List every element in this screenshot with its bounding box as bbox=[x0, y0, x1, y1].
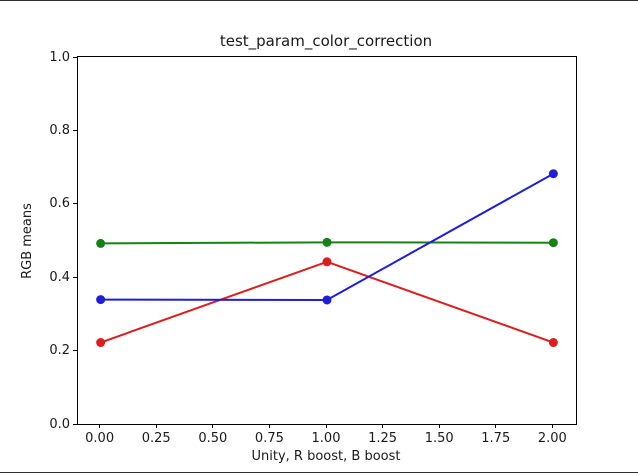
x-tick-label: 1.50 bbox=[424, 431, 454, 446]
x-tick-mark bbox=[382, 424, 384, 428]
x-tick-label: 0.75 bbox=[254, 431, 284, 446]
red-channel-mean-marker bbox=[548, 338, 558, 348]
y-tick-mark bbox=[73, 56, 77, 58]
red-channel-mean-marker bbox=[96, 338, 106, 348]
x-tick-mark bbox=[325, 424, 327, 428]
x-tick-label: 1.00 bbox=[311, 431, 341, 446]
x-tick-label: 0.25 bbox=[141, 431, 171, 446]
x-tick-label: 1.75 bbox=[481, 431, 511, 446]
y-tick-label: 0.6 bbox=[49, 196, 70, 212]
y-tick-mark bbox=[73, 203, 77, 205]
window-top-edge-line bbox=[0, 0, 638, 1]
blue-channel-mean-marker bbox=[96, 295, 106, 305]
green-channel-mean-marker bbox=[322, 237, 332, 247]
blue-channel-mean-line bbox=[100, 172, 554, 301]
y-tick-mark bbox=[73, 276, 77, 278]
x-tick-label: 0.00 bbox=[85, 431, 115, 446]
x-tick-mark bbox=[99, 424, 101, 428]
x-tick-label: 0.50 bbox=[198, 431, 228, 446]
y-tick-label: 0.0 bbox=[49, 416, 70, 432]
y-tick-mark bbox=[73, 423, 77, 425]
x-tick-mark bbox=[551, 424, 553, 428]
y-tick-mark bbox=[73, 129, 77, 131]
x-axis-label: Unity, R boost, B boost bbox=[251, 449, 401, 464]
red-channel-mean-marker bbox=[322, 257, 332, 267]
blue-channel-mean-marker bbox=[548, 169, 558, 179]
chart-title: test_param_color_correction bbox=[219, 32, 433, 50]
x-tick-mark bbox=[212, 424, 214, 428]
y-tick-label: 1.0 bbox=[49, 49, 70, 65]
y-tick-label: 0.8 bbox=[49, 122, 70, 138]
x-tick-mark bbox=[495, 424, 497, 428]
plot-area bbox=[77, 56, 577, 425]
y-tick-mark bbox=[73, 350, 77, 352]
x-tick-label: 1.25 bbox=[368, 431, 398, 446]
y-tick-label: 0.4 bbox=[49, 269, 70, 285]
x-tick-mark bbox=[268, 424, 270, 428]
y-axis-label: RGB means bbox=[20, 203, 35, 279]
y-tick-label: 0.2 bbox=[49, 343, 70, 359]
x-tick-mark bbox=[155, 424, 157, 428]
green-channel-mean-marker bbox=[548, 238, 558, 248]
x-tick-mark bbox=[438, 424, 440, 428]
green-channel-mean-marker bbox=[96, 238, 106, 248]
blue-channel-mean-marker bbox=[322, 295, 332, 305]
x-tick-label: 2.00 bbox=[537, 431, 567, 446]
plot-canvas bbox=[96, 169, 558, 348]
